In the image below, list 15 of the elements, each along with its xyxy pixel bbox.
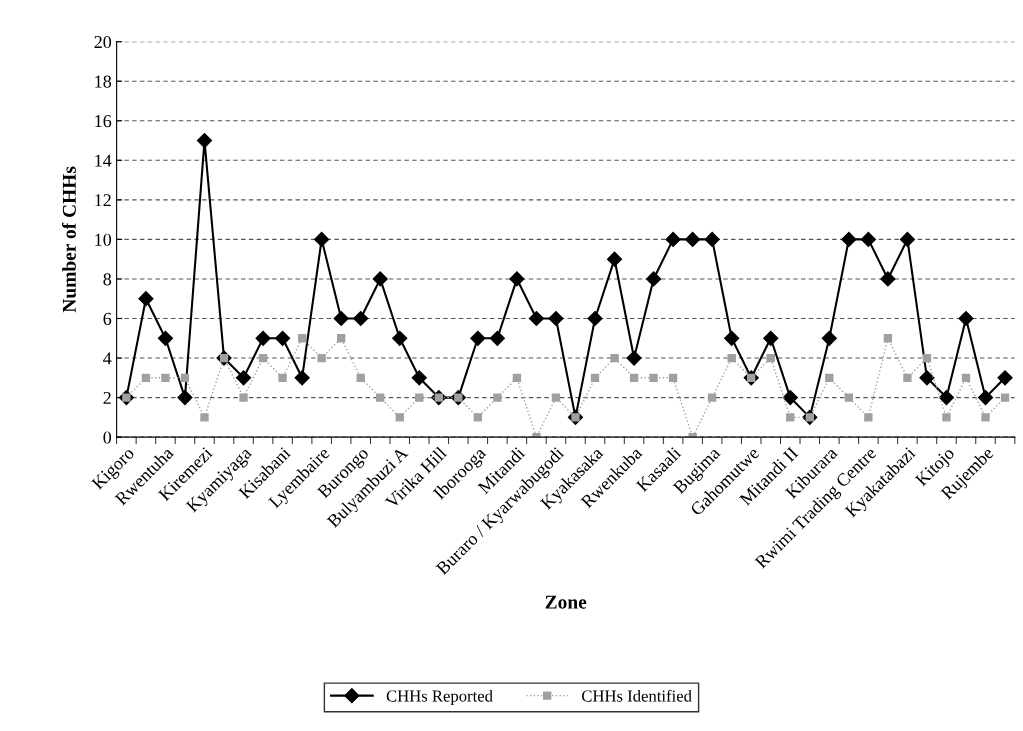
y-tick-label: 16 (95, 115, 112, 128)
y-tick-label: 2 (103, 391, 111, 404)
y-tick-label: 8 (103, 273, 112, 286)
y-tick-label: 10 (95, 233, 112, 246)
y-tick-label: 4 (103, 352, 112, 365)
y-tick-label: 14 (95, 154, 112, 167)
legend-label: CHHs Identified (582, 689, 692, 702)
y-tick-label: 20 (94, 35, 112, 49)
y-tick-label: 18 (95, 75, 112, 88)
x-axis-title: Zone (545, 595, 587, 609)
y-axis-title: Number of CHHs (61, 166, 76, 313)
y-tick-label: 0 (103, 431, 112, 444)
y-tick-label: 6 (103, 312, 112, 325)
y-tick-label: 12 (95, 194, 111, 207)
legend-label: CHHs Reported (386, 689, 493, 706)
